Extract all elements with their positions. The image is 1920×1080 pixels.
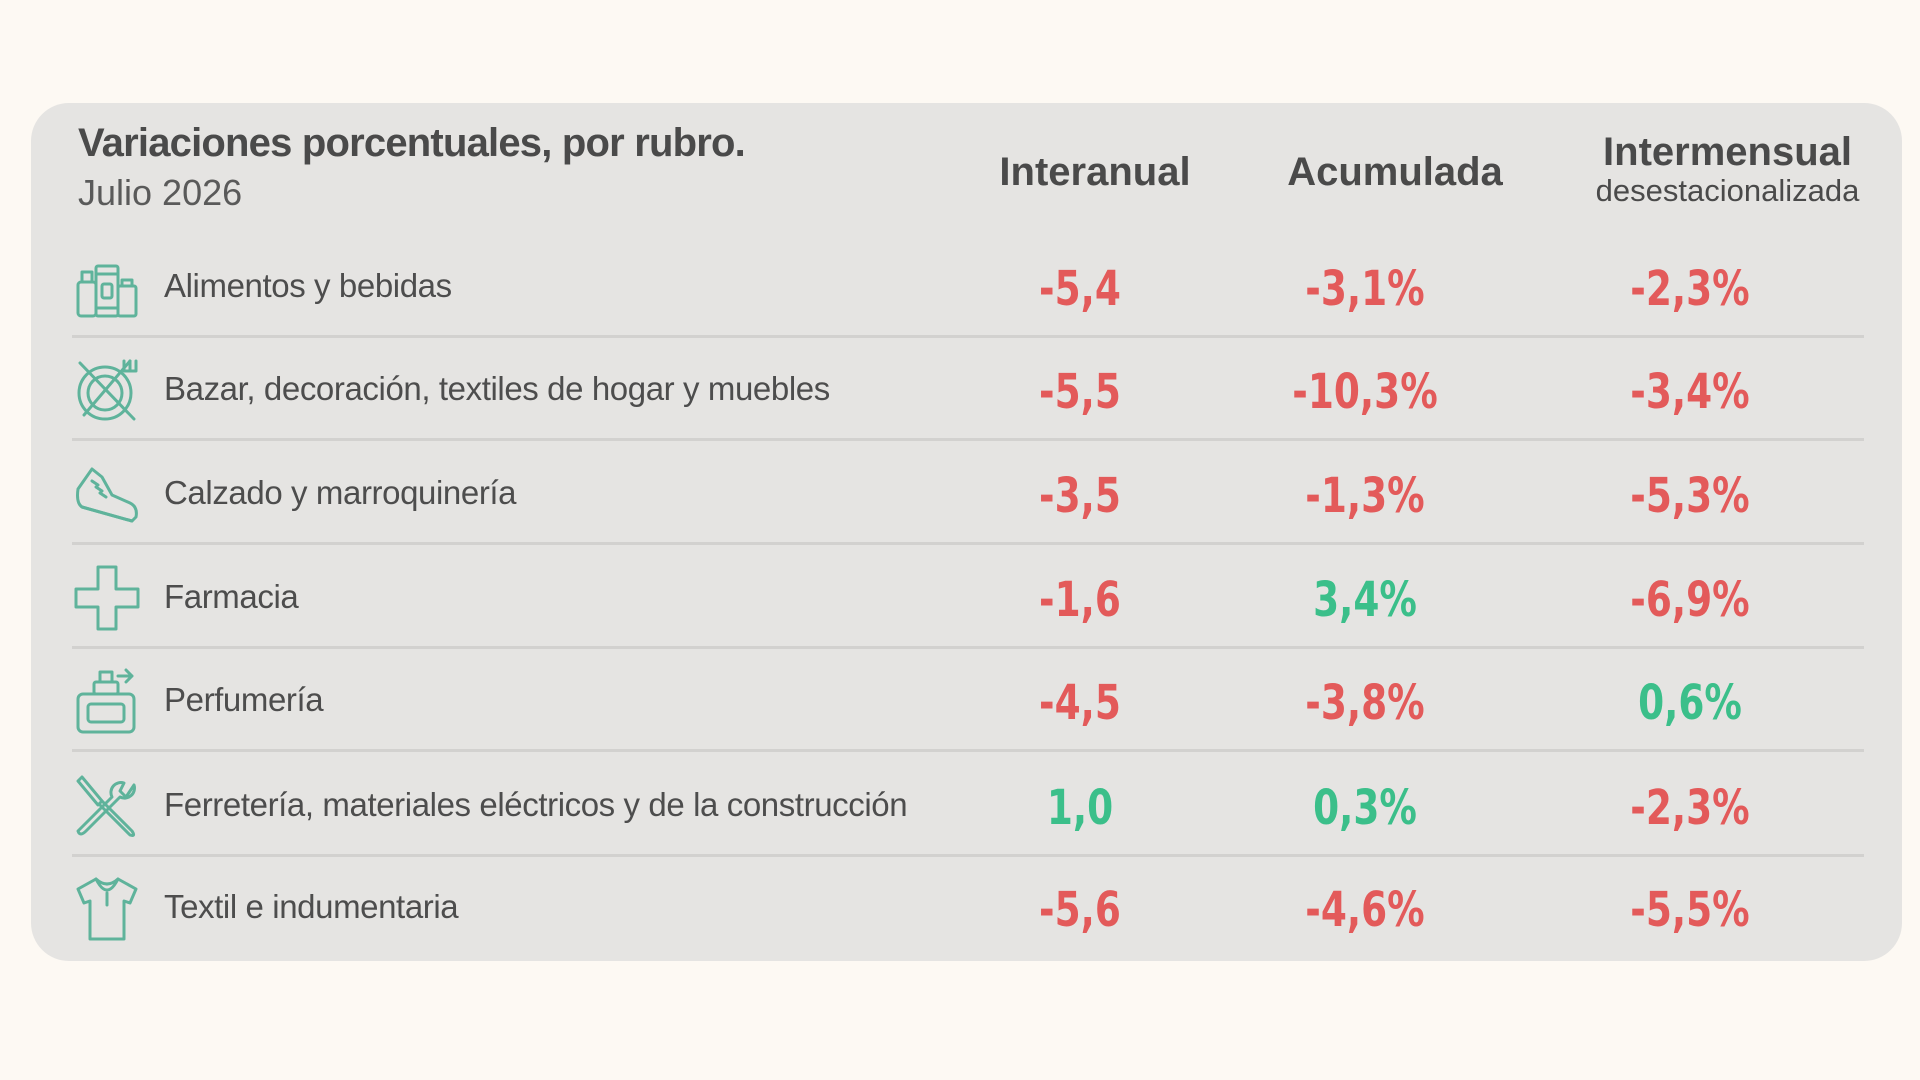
perfume-icon <box>72 666 142 736</box>
row-divider <box>72 335 1864 338</box>
plate-cutlery-icon <box>72 355 142 425</box>
table-subtitle: Julio 2026 <box>78 172 243 213</box>
value-acumulada: -3,1% <box>1305 261 1425 317</box>
value-intermensual: -3,4% <box>1630 364 1750 420</box>
tools-icon <box>72 771 142 841</box>
column-header-interanual: Interanual <box>999 150 1191 194</box>
value-interanual: 1,0 <box>1046 780 1114 836</box>
value-intermensual: -2,3% <box>1630 780 1750 836</box>
value-interanual: -5,4 <box>1039 261 1121 317</box>
table-row: Farmacia -1,6 3,4% -6,9% <box>72 545 1864 649</box>
row-label: Ferretería, materiales eléctricos y de l… <box>164 786 908 823</box>
row-divider <box>72 438 1864 441</box>
column-header-acumulada: Acumulada <box>1287 150 1503 194</box>
table-title: Variaciones porcentuales, por rubro. <box>78 121 746 165</box>
value-interanual: -5,6 <box>1039 882 1121 938</box>
column-header-intermensual-title: Intermensual <box>1603 130 1852 174</box>
column-header-intermensual-subtitle: desestacionalizada <box>1595 173 1860 208</box>
value-intermensual: -5,5% <box>1630 882 1750 938</box>
row-divider <box>72 749 1864 752</box>
table-row: Alimentos y bebidas -5,4 -3,1% -2,3% <box>72 234 1864 338</box>
value-intermensual: -2,3% <box>1630 261 1750 317</box>
value-acumulada: -4,6% <box>1305 882 1425 938</box>
table-card <box>31 103 1902 961</box>
table-row: Ferretería, materiales eléctricos y de l… <box>72 753 1864 857</box>
value-interanual: -4,5 <box>1039 675 1121 731</box>
value-acumulada: -1,3% <box>1305 468 1425 524</box>
row-label: Alimentos y bebidas <box>164 267 452 304</box>
value-interanual: -3,5 <box>1039 468 1121 524</box>
cross-icon <box>72 563 142 633</box>
table-row: Calzado y marroquinería -3,5 -1,3% -5,3% <box>72 441 1864 545</box>
value-acumulada: 3,4% <box>1313 572 1417 628</box>
value-intermensual: -6,9% <box>1630 572 1750 628</box>
shirt-icon <box>72 873 142 943</box>
table-row: Bazar, decoración, textiles de hogar y m… <box>72 337 1864 441</box>
value-interanual: -5,5 <box>1039 364 1121 420</box>
row-label: Textil e indumentaria <box>164 888 459 925</box>
value-acumulada: 0,3% <box>1313 780 1417 836</box>
groceries-icon <box>72 252 142 322</box>
value-intermensual: -5,3% <box>1630 468 1750 524</box>
value-acumulada: -3,8% <box>1305 675 1425 731</box>
row-divider <box>72 854 1864 857</box>
table-row: Textil e indumentaria -5,6 -4,6% -5,5% <box>72 855 1864 953</box>
row-label: Bazar, decoración, textiles de hogar y m… <box>164 370 830 407</box>
row-divider <box>72 646 1864 649</box>
value-acumulada: -10,3% <box>1292 364 1438 420</box>
row-label: Calzado y marroquinería <box>164 474 517 511</box>
row-label: Perfumería <box>164 681 324 718</box>
row-label: Farmacia <box>164 578 299 615</box>
value-interanual: -1,6 <box>1039 572 1121 628</box>
value-intermensual: 0,6% <box>1638 675 1742 731</box>
shoe-icon <box>72 459 142 529</box>
row-divider <box>72 542 1864 545</box>
table-row: Perfumería -4,5 -3,8% 0,6% <box>72 648 1864 752</box>
column-header-intermensual: Intermensual desestacionalizada <box>1555 130 1900 208</box>
